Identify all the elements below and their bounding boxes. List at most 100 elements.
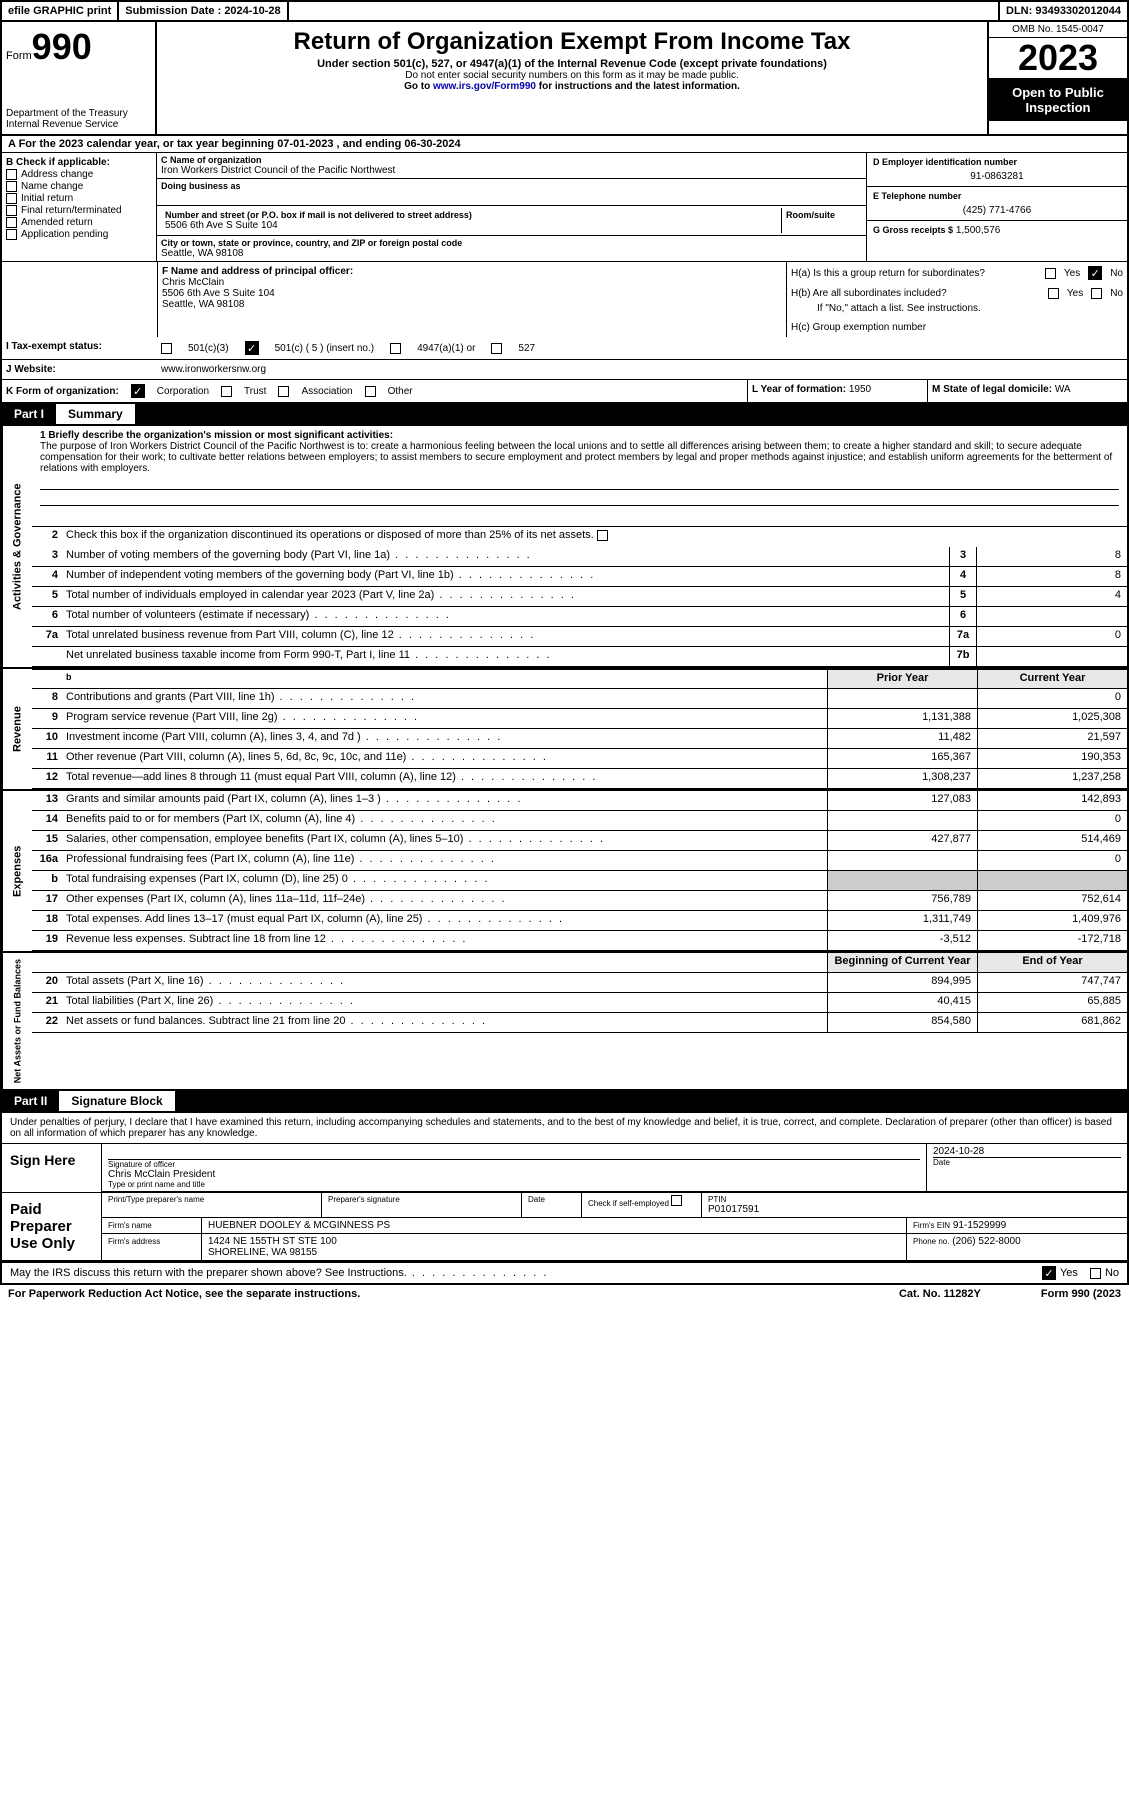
table-row: 16a Professional fundraising fees (Part … <box>32 851 1127 871</box>
pra-notice: For Paperwork Reduction Act Notice, see … <box>8 1288 899 1300</box>
ein-label: D Employer identification number <box>873 157 1121 167</box>
paid-preparer-label: Paid Preparer Use Only <box>2 1193 102 1260</box>
sig-officer-label: Signature of officer <box>108 1160 920 1169</box>
table-row: 21 Total liabilities (Part X, line 26) 4… <box>32 993 1127 1013</box>
prep-date-label: Date <box>528 1195 575 1204</box>
ha-label: H(a) Is this a group return for subordin… <box>791 268 1037 279</box>
chk-4947[interactable] <box>390 343 401 354</box>
signature-block: Under penalties of perjury, I declare th… <box>0 1113 1129 1263</box>
ha-yes-chk[interactable] <box>1045 268 1056 279</box>
table-row: 10 Investment income (Part VIII, column … <box>32 729 1127 749</box>
part1-revenue: Revenue b Prior Year Current Year 8 Cont… <box>0 669 1129 791</box>
dln: DLN: 93493302012044 <box>1000 2 1127 20</box>
year-formation-label: L Year of formation: <box>752 384 846 395</box>
section-i: I Tax-exempt status: 501(c)(3) ✓501(c) (… <box>0 337 1129 360</box>
chk-trust[interactable] <box>221 386 232 397</box>
chk-amended[interactable] <box>6 217 17 228</box>
hb-no-chk[interactable] <box>1091 288 1102 299</box>
discuss-no-chk[interactable] <box>1090 1268 1101 1279</box>
instructions-link[interactable]: www.irs.gov/Form990 <box>433 81 536 92</box>
prep-phone: (206) 522-8000 <box>952 1236 1020 1247</box>
sig-officer-name: Chris McClain President <box>108 1169 920 1180</box>
footer: For Paperwork Reduction Act Notice, see … <box>0 1285 1129 1303</box>
chk-pending[interactable] <box>6 229 17 240</box>
officer-addr2: Seattle, WA 98108 <box>162 299 782 310</box>
chk-address[interactable] <box>6 169 17 180</box>
sig-date: 2024-10-28 <box>933 1146 1121 1158</box>
form-footer: Form 990 (2023 <box>1041 1288 1121 1300</box>
hc-label: H(c) Group exemption number <box>787 318 1127 337</box>
section-fh: F Name and address of principal officer:… <box>0 261 1129 337</box>
line-a: A For the 2023 calendar year, or tax yea… <box>0 136 1129 153</box>
form-title: Return of Organization Exempt From Incom… <box>165 28 979 56</box>
sig-type-label: Type or print name and title <box>108 1180 920 1189</box>
chk-final[interactable] <box>6 205 17 216</box>
ein-value: 91-0863281 <box>873 171 1121 182</box>
table-row: 17 Other expenses (Part IX, column (A), … <box>32 891 1127 911</box>
discuss-yes-chk[interactable]: ✓ <box>1042 1266 1056 1280</box>
chk-501c3[interactable] <box>161 343 172 354</box>
line1-label: 1 Briefly describe the organization's mi… <box>40 430 1119 441</box>
form-header: Form990 Department of the Treasury Inter… <box>0 22 1129 136</box>
table-row: 7a Total unrelated business revenue from… <box>32 627 1127 647</box>
tab-governance: Activities & Governance <box>2 426 32 667</box>
domicile-label: M State of legal domicile: <box>932 384 1052 395</box>
chk-corp[interactable]: ✓ <box>131 384 145 398</box>
section-klm: K Form of organization: ✓Corporation Tru… <box>0 380 1129 404</box>
efile-print[interactable]: efile GRAPHIC print <box>2 2 119 20</box>
chk-self-emp[interactable] <box>671 1195 682 1206</box>
form-org-label: K Form of organization: <box>6 386 119 397</box>
phone-value: (425) 771-4766 <box>873 205 1121 216</box>
chk-527[interactable] <box>491 343 502 354</box>
part2-header: Part II Signature Block <box>0 1091 1129 1113</box>
chk-assoc[interactable] <box>278 386 289 397</box>
city-label: City or town, state or province, country… <box>161 238 862 248</box>
prep-phone-label: Phone no. <box>913 1237 949 1246</box>
submission-date: Submission Date : 2024-10-28 <box>119 2 288 20</box>
table-row: b Total fundraising expenses (Part IX, c… <box>32 871 1127 891</box>
chk-501c[interactable]: ✓ <box>245 341 259 355</box>
chk-name[interactable] <box>6 181 17 192</box>
chk-initial[interactable] <box>6 193 17 204</box>
firm-name: HUEBNER DOOLEY & MCGINNESS PS <box>202 1218 907 1233</box>
line2-text: Check this box if the organization disco… <box>62 527 1127 547</box>
org-name-label: C Name of organization <box>161 155 862 165</box>
table-row: 6 Total number of volunteers (estimate i… <box>32 607 1127 627</box>
website-value: www.ironworkersnw.org <box>157 360 1127 379</box>
part1-governance: Activities & Governance 1 Briefly descri… <box>0 426 1129 669</box>
ha-no-chk[interactable]: ✓ <box>1088 266 1102 280</box>
room-label: Room/suite <box>786 210 858 220</box>
table-row: Net unrelated business taxable income fr… <box>32 647 1127 667</box>
table-row: 12 Total revenue—add lines 8 through 11 … <box>32 769 1127 789</box>
prep-sig-label: Preparer's signature <box>328 1195 515 1204</box>
chk-discontinued[interactable] <box>597 530 608 541</box>
cat-no: Cat. No. 11282Y <box>899 1288 981 1300</box>
officer-label: F Name and address of principal officer: <box>162 266 782 277</box>
table-row: 9 Program service revenue (Part VIII, li… <box>32 709 1127 729</box>
omb-number: OMB No. 1545-0047 <box>989 22 1127 38</box>
officer-name: Chris McClain <box>162 277 782 288</box>
org-name: Iron Workers District Council of the Pac… <box>161 165 862 176</box>
dept-treasury: Department of the Treasury Internal Reve… <box>6 108 151 130</box>
firm-name-label: Firm's name <box>108 1221 152 1230</box>
ptin-value: P01017591 <box>708 1204 1121 1215</box>
city-state-zip: Seattle, WA 98108 <box>161 248 862 259</box>
firm-ein: 91-1529999 <box>953 1220 1006 1231</box>
gross-label: G Gross receipts $ <box>873 225 953 235</box>
hb-note: If "No," attach a list. See instructions… <box>787 303 1127 318</box>
top-bar: efile GRAPHIC print Submission Date : 20… <box>0 0 1129 22</box>
tax-status-label: I Tax-exempt status: <box>2 337 157 359</box>
table-row: 11 Other revenue (Part VIII, column (A),… <box>32 749 1127 769</box>
table-row: 5 Total number of individuals employed i… <box>32 587 1127 607</box>
section-j: J Website: www.ironworkersnw.org <box>0 360 1129 380</box>
discuss-text: May the IRS discuss this return with the… <box>10 1267 1042 1279</box>
hb-yes-chk[interactable] <box>1048 288 1059 299</box>
chk-other[interactable] <box>365 386 376 397</box>
sig-date-label: Date <box>933 1158 1121 1167</box>
part1-expenses: Expenses 13 Grants and similar amounts p… <box>0 791 1129 953</box>
table-row: 4 Number of independent voting members o… <box>32 567 1127 587</box>
gross-value: 1,500,576 <box>956 225 1001 236</box>
prep-name-label: Print/Type preparer's name <box>108 1195 315 1204</box>
tab-netassets: Net Assets or Fund Balances <box>2 953 32 1089</box>
table-row: 3 Number of voting members of the govern… <box>32 547 1127 567</box>
